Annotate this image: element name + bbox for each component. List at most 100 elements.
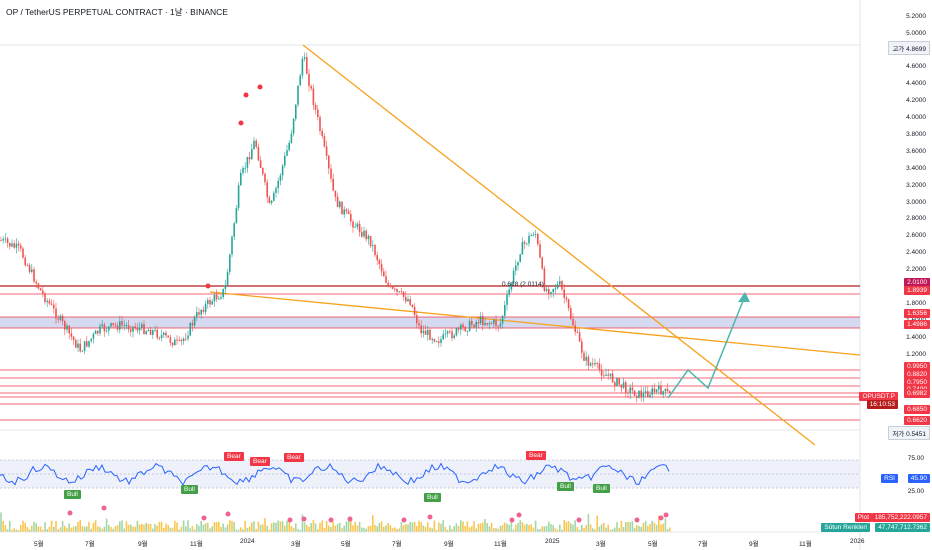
volume-bar <box>598 526 601 532</box>
candle-body <box>583 352 585 361</box>
volume-bar <box>248 526 251 532</box>
volume-bar <box>508 524 510 532</box>
volume-bar <box>385 525 387 532</box>
volume-bar <box>330 527 332 532</box>
candle-body <box>0 240 2 241</box>
candle-body <box>347 211 350 215</box>
candle-body <box>136 328 139 331</box>
candle-body <box>213 294 216 302</box>
candle-body <box>105 330 108 332</box>
candle-body <box>317 109 319 117</box>
candle-body <box>477 321 480 324</box>
volume-bar <box>55 521 57 532</box>
volume-bar <box>627 521 629 532</box>
volume-bar <box>416 525 418 532</box>
volume-bar <box>262 524 264 532</box>
candle-body <box>81 350 84 352</box>
candle-body <box>301 58 304 76</box>
volume-bar <box>649 523 651 532</box>
candle-body <box>2 239 4 241</box>
volume-bar <box>477 523 480 532</box>
volume-bar <box>222 523 224 532</box>
volume-bar <box>226 524 229 532</box>
volume-bar <box>585 525 587 532</box>
volume-bar <box>548 521 550 532</box>
volume-bar <box>647 525 649 532</box>
volume-bar <box>499 525 502 532</box>
volume-bar <box>229 520 231 532</box>
volume-bar <box>550 524 552 532</box>
volume-bar <box>240 527 242 532</box>
volume-bar <box>86 526 88 532</box>
candle-body <box>418 323 420 326</box>
volume-bar <box>231 520 233 532</box>
candle-body <box>121 321 123 326</box>
candle-body <box>631 387 634 391</box>
level-badge: 0.7950 <box>904 378 930 387</box>
candle-body <box>303 57 306 59</box>
volume-marker <box>67 510 73 516</box>
volume-bar <box>303 522 306 532</box>
descending-trendline[interactable] <box>302 44 816 446</box>
volume-bar <box>376 526 378 532</box>
level-badge: 1.4986 <box>904 320 930 329</box>
support-trendline[interactable] <box>209 291 861 356</box>
volume-bar <box>178 529 180 532</box>
volume-bar <box>297 528 299 532</box>
volume-bar <box>284 525 286 532</box>
volume-bar <box>209 528 211 532</box>
candle-body <box>235 208 238 224</box>
volume-bar <box>160 521 163 532</box>
volume-bar <box>633 527 636 532</box>
candle-body <box>61 315 64 322</box>
candle-body <box>592 363 594 365</box>
volume-series <box>0 505 671 532</box>
candle-body <box>191 323 194 326</box>
candle-body <box>581 341 583 353</box>
time-tick: 2024 <box>240 538 255 545</box>
volume-bar <box>567 521 570 532</box>
volume-bar <box>246 527 249 532</box>
volume-plot-label: Plot <box>854 513 872 522</box>
price-tick: 5.0000 <box>906 30 926 37</box>
volume-bar <box>636 525 638 532</box>
volume-bar <box>407 524 409 532</box>
volume-bar <box>299 529 301 532</box>
volume-bar <box>132 526 134 532</box>
candle-body <box>222 288 224 298</box>
volume-bar <box>457 526 460 532</box>
candle-body <box>178 339 180 341</box>
candle-body <box>163 332 165 335</box>
volume-bar <box>207 522 209 532</box>
candle-body <box>620 384 623 388</box>
volume-bar <box>616 522 618 532</box>
candle-body <box>99 326 101 334</box>
low-badge: 저가 0.5451 <box>888 426 930 440</box>
candle-body <box>273 192 275 201</box>
volume-marker <box>328 517 334 523</box>
candle-body <box>552 289 554 293</box>
volume-bar <box>17 529 20 532</box>
candle-body <box>453 335 455 339</box>
volume-bar <box>83 526 86 532</box>
candle-body <box>376 255 378 261</box>
volume-bar <box>383 526 385 532</box>
candle-body <box>352 221 354 228</box>
volume-bar <box>200 520 202 532</box>
candle-body <box>462 324 464 328</box>
candle-body <box>143 324 145 334</box>
volume-bar <box>446 529 449 532</box>
candle-body <box>510 283 513 290</box>
time-tick: 11월 <box>799 541 812 548</box>
candle-body <box>127 325 130 330</box>
volume-bar <box>72 526 75 532</box>
candle-body <box>114 324 117 326</box>
candle-body <box>332 178 334 191</box>
candle-body <box>310 86 312 89</box>
volume-bar <box>600 524 603 532</box>
time-tick: 9월 <box>444 541 454 548</box>
volume-bar <box>312 520 315 532</box>
time-tick: 7월 <box>85 541 95 548</box>
candle-body <box>130 329 132 332</box>
